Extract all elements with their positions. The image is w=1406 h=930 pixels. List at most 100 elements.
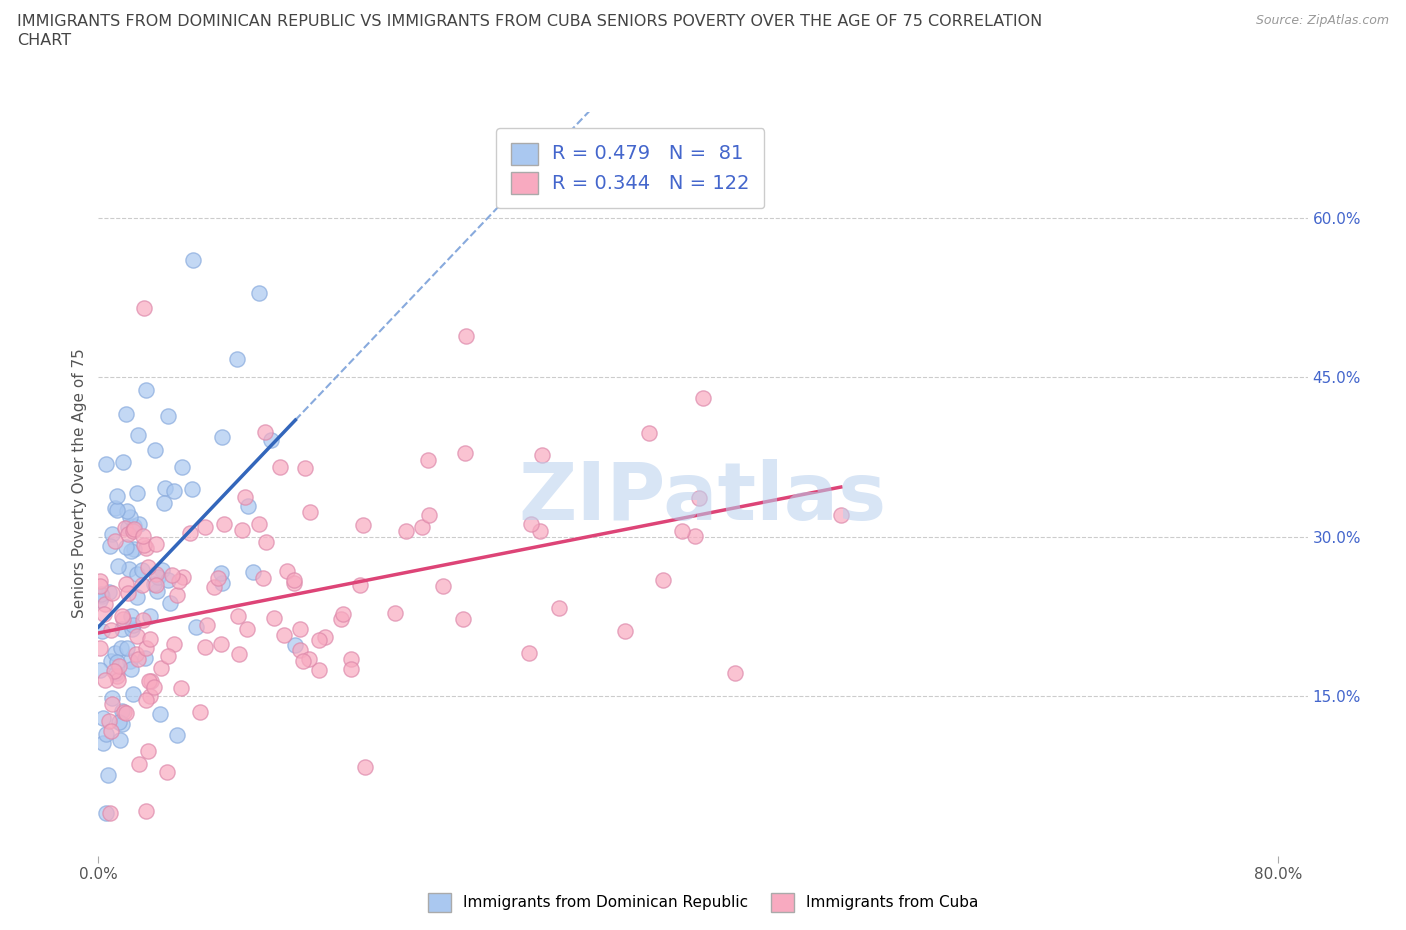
Point: [93, 711, 115, 725]
Point: [288, 643, 311, 658]
Point: [91, 624, 114, 639]
Point: [90, 586, 112, 601]
Point: [138, 673, 160, 688]
Point: [172, 570, 194, 585]
Point: [105, 669, 128, 684]
Point: [225, 352, 247, 366]
Point: [688, 491, 710, 506]
Point: [671, 524, 693, 538]
Point: [254, 535, 277, 550]
Point: [107, 502, 129, 517]
Point: [228, 646, 250, 661]
Point: [111, 608, 134, 623]
Point: [115, 539, 138, 554]
Point: [117, 526, 139, 541]
Point: [101, 690, 124, 705]
Y-axis label: Seniors Poverty Over the Age of 75: Seniors Poverty Over the Age of 75: [72, 349, 87, 618]
Point: [97, 767, 120, 782]
Text: ZIPatlas: ZIPatlas: [519, 459, 887, 538]
Point: [97, 585, 120, 600]
Point: [214, 516, 236, 531]
Point: [122, 519, 145, 534]
Point: [125, 485, 148, 500]
Point: [98, 805, 121, 820]
Point: [159, 595, 181, 610]
Point: [150, 562, 173, 577]
Point: [454, 328, 477, 343]
Point: [454, 445, 477, 460]
Point: [114, 520, 136, 535]
Point: [115, 406, 138, 421]
Point: [209, 565, 232, 580]
Point: [149, 706, 172, 721]
Point: [153, 481, 176, 496]
Point: [166, 588, 188, 603]
Point: [117, 519, 139, 534]
Point: [211, 575, 233, 590]
Point: [284, 637, 307, 652]
Point: [135, 804, 157, 818]
Text: IMMIGRANTS FROM DOMINICAN REPUBLIC VS IMMIGRANTS FROM CUBA SENIORS POVERTY OVER : IMMIGRANTS FROM DOMINICAN REPUBLIC VS IM…: [17, 14, 1042, 29]
Point: [100, 724, 122, 738]
Point: [111, 621, 134, 636]
Point: [308, 663, 330, 678]
Point: [298, 505, 321, 520]
Point: [531, 448, 554, 463]
Point: [352, 518, 374, 533]
Point: [89, 663, 111, 678]
Point: [247, 286, 270, 300]
Point: [132, 528, 155, 543]
Point: [131, 578, 153, 592]
Point: [107, 559, 129, 574]
Point: [273, 628, 295, 643]
Point: [101, 527, 124, 542]
Point: [294, 460, 316, 475]
Point: [132, 538, 155, 552]
Point: [118, 562, 141, 577]
Point: [98, 713, 121, 728]
Point: [202, 579, 225, 594]
Point: [233, 489, 256, 504]
Point: [104, 533, 127, 548]
Point: [432, 578, 454, 593]
Point: [548, 601, 571, 616]
Point: [332, 606, 354, 621]
Point: [163, 484, 186, 498]
Point: [104, 666, 127, 681]
Point: [100, 623, 122, 638]
Point: [121, 618, 143, 632]
Point: [283, 573, 305, 588]
Point: [122, 686, 145, 701]
Point: [614, 624, 637, 639]
Point: [652, 573, 675, 588]
Point: [181, 481, 204, 496]
Point: [134, 641, 156, 656]
Point: [330, 612, 353, 627]
Point: [111, 703, 134, 718]
Point: [122, 522, 145, 537]
Point: [121, 621, 143, 636]
Point: [145, 537, 167, 551]
Point: [183, 252, 205, 267]
Point: [93, 606, 115, 621]
Point: [94, 805, 117, 820]
Point: [135, 383, 157, 398]
Point: [135, 540, 157, 555]
Point: [145, 566, 167, 581]
Point: [194, 519, 217, 534]
Point: [314, 630, 336, 644]
Point: [136, 743, 159, 758]
Point: [276, 564, 298, 578]
Point: [89, 578, 111, 593]
Point: [145, 578, 167, 592]
Point: [188, 705, 211, 720]
Point: [120, 608, 142, 623]
Point: [89, 641, 111, 656]
Point: [125, 629, 148, 644]
Point: [136, 560, 159, 575]
Point: [150, 661, 173, 676]
Text: CHART: CHART: [17, 33, 70, 47]
Point: [179, 525, 201, 540]
Point: [211, 429, 233, 444]
Point: [132, 300, 155, 315]
